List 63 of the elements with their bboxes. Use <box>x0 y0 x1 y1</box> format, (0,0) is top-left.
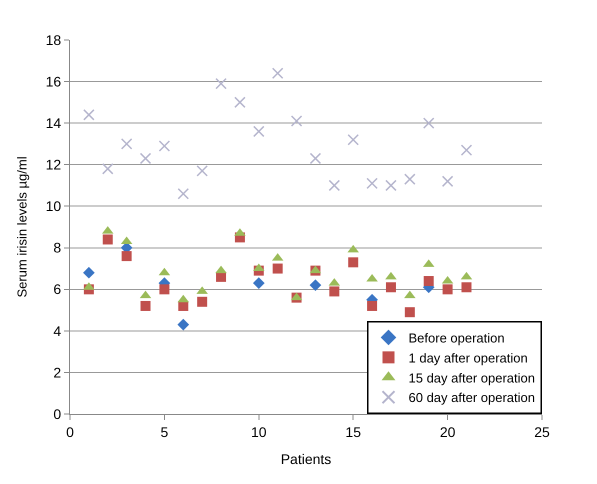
point <box>177 318 190 331</box>
point <box>102 234 113 244</box>
point <box>83 266 95 279</box>
y-tick-label: 2 <box>53 364 62 380</box>
y-tick-label: 10 <box>46 198 62 214</box>
legend-label: 60 day after operation <box>408 390 535 406</box>
point <box>329 286 340 296</box>
y-tick-label: 16 <box>46 73 62 90</box>
y-tick-label: 18 <box>46 32 62 48</box>
x-tick-label: 15 <box>345 424 362 440</box>
point <box>178 300 188 311</box>
point <box>290 115 302 127</box>
point <box>422 117 434 129</box>
point <box>272 67 284 79</box>
point <box>159 284 170 294</box>
point <box>178 188 190 200</box>
x-tick-label: 0 <box>66 424 74 440</box>
point <box>102 163 114 175</box>
point <box>404 173 416 185</box>
point <box>424 276 434 286</box>
point <box>385 180 397 192</box>
point <box>386 282 396 292</box>
point <box>196 165 208 177</box>
point <box>328 180 340 192</box>
point <box>460 144 472 156</box>
x-axis-title: Patients <box>280 451 332 468</box>
point <box>348 257 358 268</box>
y-tick-label: 12 <box>46 156 62 173</box>
point <box>310 279 322 292</box>
x-tick-label: 25 <box>534 424 550 440</box>
point <box>442 176 454 188</box>
y-tick-label: 4 <box>53 322 62 339</box>
x-tick-label: 5 <box>160 424 168 440</box>
point <box>347 134 359 146</box>
point <box>215 78 227 90</box>
legend-label: 1 day after operation <box>408 350 528 366</box>
point <box>158 140 170 152</box>
point <box>404 307 415 318</box>
legend-label: Before operation <box>408 330 505 346</box>
point <box>197 296 208 307</box>
y-tick-label: 8 <box>53 240 62 256</box>
y-tick-label: 0 <box>53 406 62 422</box>
point <box>442 284 453 294</box>
point <box>310 152 322 164</box>
point <box>140 152 152 164</box>
point <box>272 264 283 274</box>
y-axis-title: Serum irisin levels µg/ml <box>14 156 30 298</box>
legend-label: 15 day after operation <box>408 370 535 386</box>
point <box>252 277 265 289</box>
point <box>120 138 132 150</box>
point <box>216 272 226 282</box>
point <box>367 300 378 311</box>
y-tick-label: 14 <box>46 115 62 132</box>
point <box>253 126 265 138</box>
point <box>140 300 151 311</box>
point <box>461 282 472 292</box>
x-tick-label: 10 <box>251 424 267 440</box>
point <box>122 251 132 262</box>
y-tick-label: 6 <box>53 281 62 298</box>
point <box>234 96 246 108</box>
point <box>366 178 378 190</box>
x-tick-label: 20 <box>440 424 456 440</box>
point <box>83 109 95 121</box>
